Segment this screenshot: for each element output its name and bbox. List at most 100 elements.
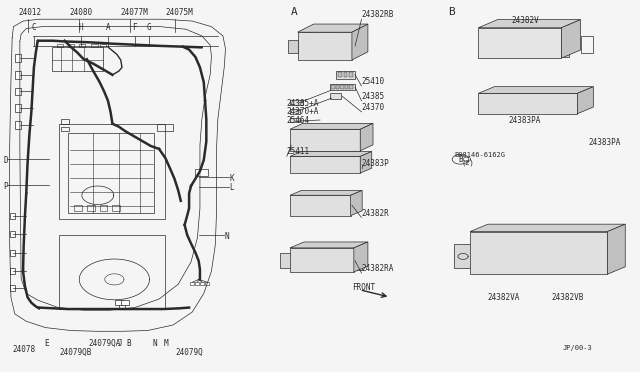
Bar bbox=[478, 93, 577, 114]
Bar bbox=[561, 43, 569, 57]
Polygon shape bbox=[352, 24, 368, 60]
Bar bbox=[554, 97, 567, 104]
Bar bbox=[518, 105, 531, 112]
Bar bbox=[500, 97, 513, 104]
Bar bbox=[340, 85, 344, 89]
Bar bbox=[302, 29, 311, 33]
Text: 24079Q: 24079Q bbox=[175, 348, 204, 357]
Text: 24370: 24370 bbox=[362, 103, 385, 112]
Text: K: K bbox=[229, 174, 234, 183]
Text: J: J bbox=[118, 339, 122, 348]
Bar bbox=[536, 105, 549, 112]
Text: 24382V: 24382V bbox=[511, 16, 540, 25]
Polygon shape bbox=[478, 20, 580, 28]
Polygon shape bbox=[290, 124, 373, 129]
Bar bbox=[340, 133, 352, 140]
Bar bbox=[290, 109, 300, 114]
Bar bbox=[320, 260, 339, 271]
Text: 24383PA: 24383PA bbox=[588, 138, 621, 147]
Polygon shape bbox=[360, 124, 373, 151]
Text: 24079QB: 24079QB bbox=[60, 348, 92, 357]
Polygon shape bbox=[290, 151, 372, 156]
Bar bbox=[518, 97, 531, 104]
Text: 24382R: 24382R bbox=[362, 208, 389, 218]
Bar bbox=[290, 195, 351, 216]
Bar bbox=[100, 44, 106, 47]
Bar bbox=[79, 44, 85, 47]
Bar bbox=[325, 141, 337, 149]
Bar bbox=[316, 159, 332, 171]
Bar bbox=[536, 97, 549, 104]
Bar bbox=[57, 44, 63, 47]
Bar bbox=[15, 121, 21, 129]
Text: N: N bbox=[224, 231, 229, 241]
Bar bbox=[189, 282, 193, 285]
Polygon shape bbox=[351, 190, 362, 216]
Text: 25464: 25464 bbox=[287, 116, 310, 125]
Bar bbox=[336, 85, 339, 89]
Bar bbox=[15, 54, 21, 62]
Bar bbox=[61, 127, 69, 131]
Bar bbox=[290, 100, 303, 105]
Text: B: B bbox=[448, 7, 454, 17]
Bar bbox=[205, 282, 209, 285]
Text: F: F bbox=[132, 23, 137, 32]
Bar bbox=[294, 159, 310, 171]
Bar bbox=[470, 232, 607, 274]
Text: N: N bbox=[153, 339, 157, 348]
Bar bbox=[60, 124, 165, 219]
Bar bbox=[330, 29, 339, 33]
Bar bbox=[310, 133, 321, 140]
Bar bbox=[74, 205, 82, 211]
Text: 24075M: 24075M bbox=[166, 9, 193, 17]
Text: 24383PA: 24383PA bbox=[508, 116, 541, 125]
Polygon shape bbox=[478, 87, 593, 93]
Bar bbox=[312, 198, 328, 214]
Text: H: H bbox=[79, 23, 83, 32]
Bar bbox=[354, 254, 362, 270]
Text: 24382RB: 24382RB bbox=[362, 10, 394, 19]
Text: 24077M: 24077M bbox=[121, 9, 148, 17]
Bar bbox=[338, 72, 342, 77]
Text: 24382VA: 24382VA bbox=[487, 293, 520, 302]
Text: B: B bbox=[458, 155, 463, 164]
Text: C: C bbox=[31, 23, 36, 32]
Text: B: B bbox=[127, 339, 131, 348]
Text: B08146-6162G: B08146-6162G bbox=[454, 152, 505, 158]
Text: A: A bbox=[291, 7, 298, 17]
Text: 24080: 24080 bbox=[70, 9, 93, 17]
Polygon shape bbox=[298, 24, 368, 32]
Bar bbox=[60, 235, 165, 309]
Bar bbox=[337, 159, 353, 171]
Bar bbox=[92, 44, 98, 47]
Bar bbox=[561, 236, 598, 271]
Bar bbox=[325, 133, 337, 140]
Bar bbox=[10, 268, 15, 274]
Bar bbox=[100, 205, 108, 211]
Bar bbox=[518, 236, 555, 271]
Bar bbox=[293, 198, 308, 214]
Polygon shape bbox=[360, 151, 372, 173]
Bar bbox=[68, 133, 154, 213]
Polygon shape bbox=[290, 190, 362, 195]
Bar bbox=[294, 260, 314, 271]
Bar bbox=[87, 205, 95, 211]
Bar bbox=[200, 282, 204, 285]
Polygon shape bbox=[470, 224, 625, 232]
Text: M: M bbox=[164, 339, 168, 348]
Bar bbox=[157, 124, 173, 131]
Bar bbox=[332, 198, 347, 214]
Bar bbox=[454, 244, 472, 268]
Text: A: A bbox=[106, 23, 110, 32]
Bar bbox=[340, 141, 352, 149]
Bar bbox=[316, 29, 325, 33]
Bar bbox=[68, 44, 74, 47]
Polygon shape bbox=[577, 87, 593, 114]
Text: P: P bbox=[3, 182, 8, 190]
Bar bbox=[483, 105, 495, 112]
Text: G: G bbox=[147, 23, 151, 32]
Bar bbox=[344, 72, 348, 77]
Bar bbox=[478, 28, 561, 58]
Bar bbox=[483, 97, 495, 104]
Text: 24385: 24385 bbox=[362, 92, 385, 101]
